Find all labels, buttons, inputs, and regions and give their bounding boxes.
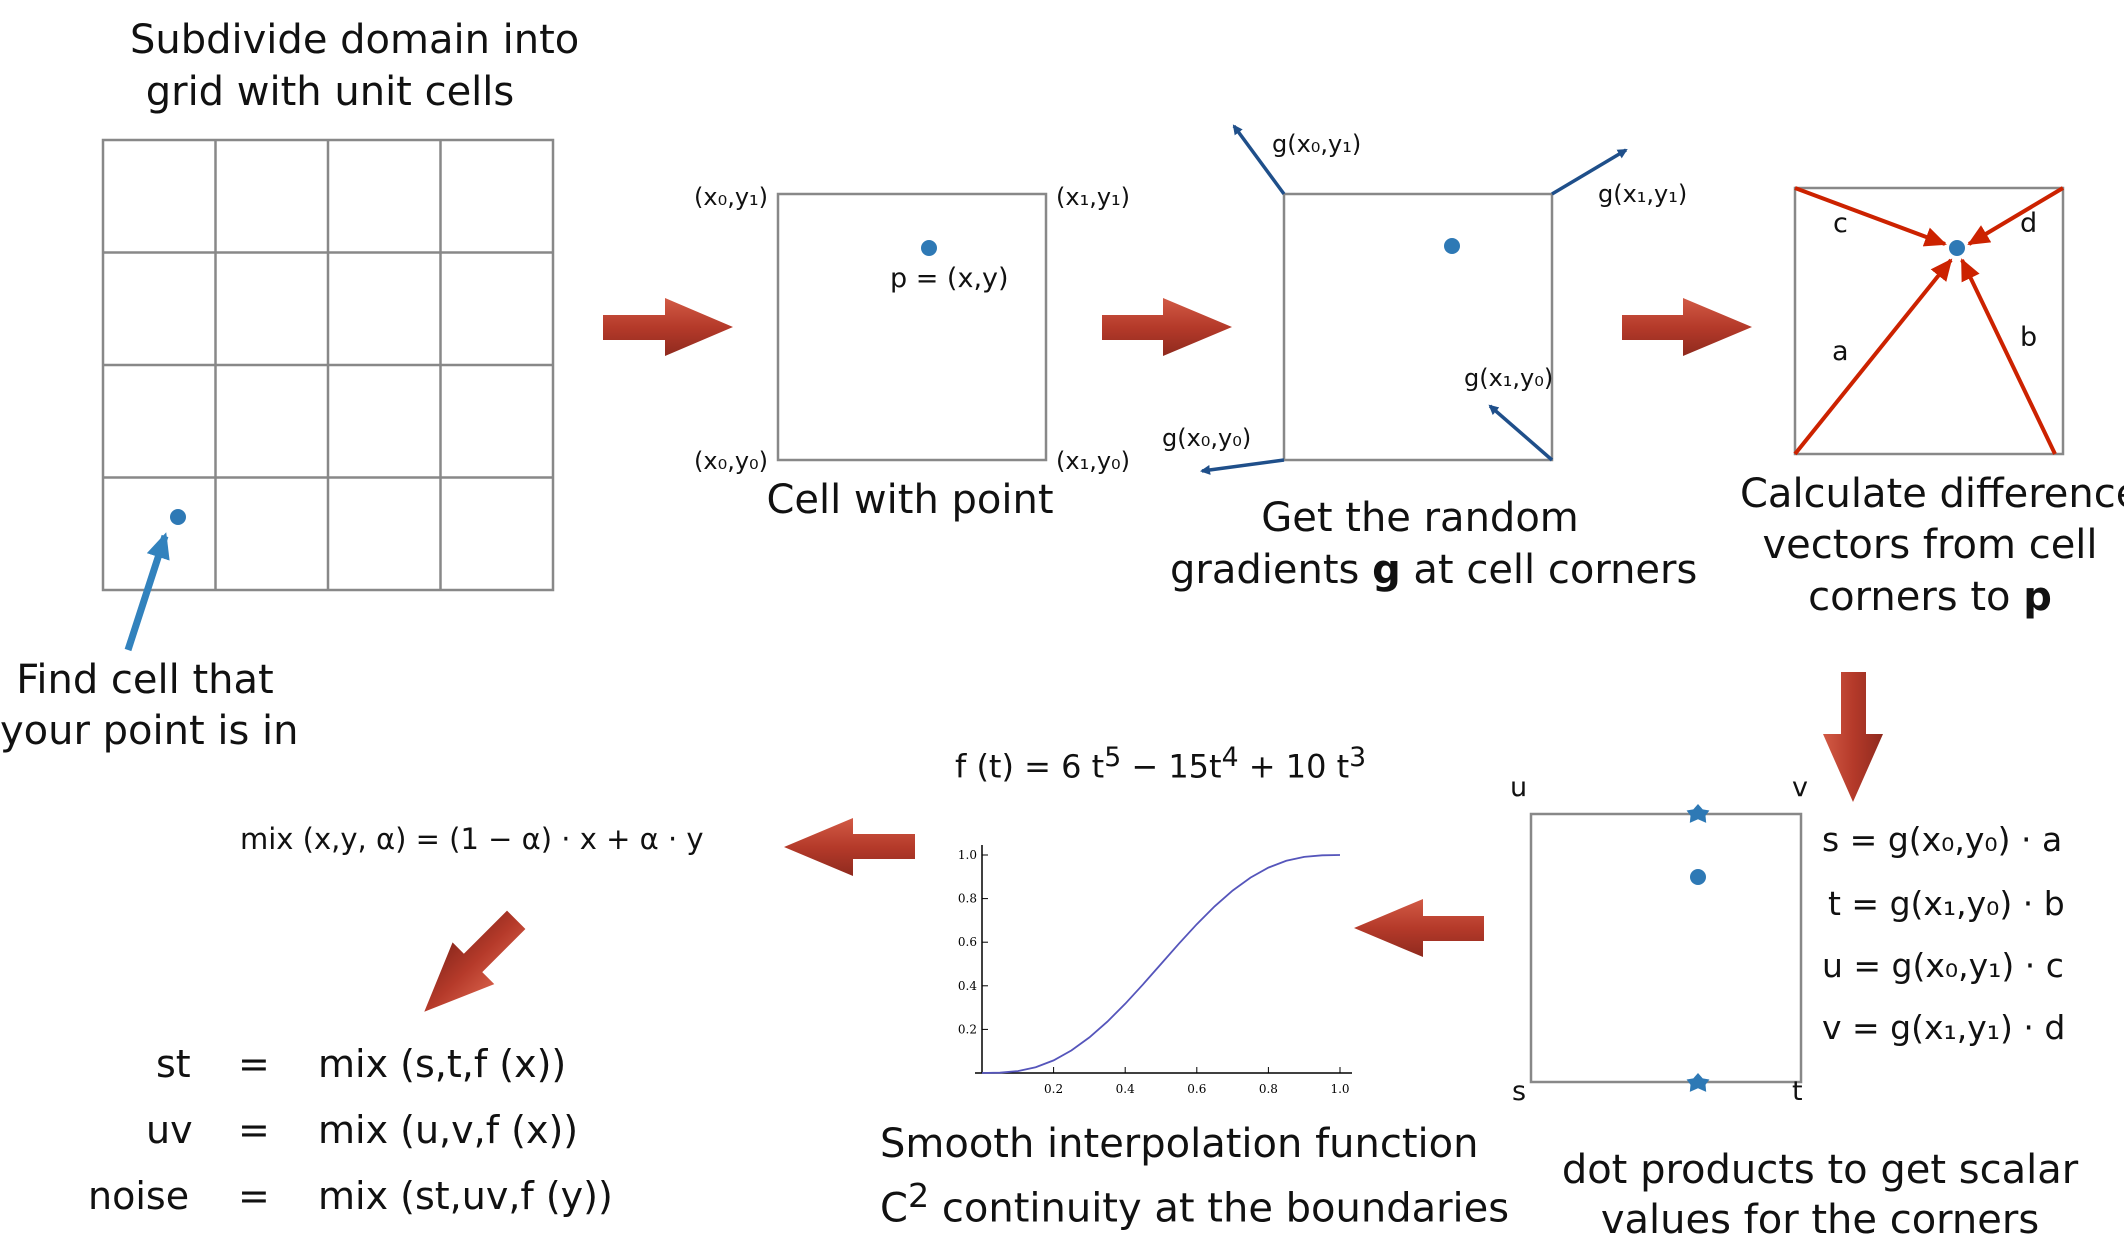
dot-product-caption-line2: values for the corners — [1600, 1197, 2040, 1243]
grid-title-line2: grid with unit cells — [145, 69, 515, 115]
flow-arrow-3 — [1622, 298, 1752, 356]
vector-label-c: c — [1833, 208, 1848, 239]
mix-row-uv-rhs: mix (u,v,f (x)) — [318, 1108, 579, 1152]
mix-row-noise-lhs: noise — [88, 1174, 190, 1218]
interpolated-star-top — [1686, 804, 1710, 823]
gradient-arrow-x0y1 — [1232, 124, 1286, 196]
chart-y-tick-label: 0.4 — [958, 979, 977, 993]
flow-arrow-6 — [784, 818, 915, 876]
cell-point — [921, 240, 937, 256]
dot-product-eq-v: v = g(x₁,y₁) · d — [1822, 1008, 2066, 1047]
cell-box — [776, 192, 1048, 462]
dot-product-cell-box — [1529, 812, 1803, 1084]
find-cell-note-line2: your point is in — [0, 708, 299, 754]
find-cell-note-line1: Find cell that — [16, 657, 274, 703]
difference-caption-line1: Calculate difference — [1740, 471, 2124, 517]
chart-x-tick-label: 0.6 — [1187, 1082, 1206, 1096]
flow-arrow-7 — [424, 910, 526, 1012]
flow-arrow-2 — [1102, 298, 1232, 356]
dot-product-caption-line1: dot products to get scalar — [1561, 1147, 2079, 1193]
gradient-arrow-x1y1 — [1551, 148, 1628, 196]
difference-vector-b — [1960, 258, 2057, 455]
grid-point — [170, 509, 186, 525]
dot-product-eq-s: s = g(x₀,y₀) · a — [1822, 820, 2063, 859]
mix-row-noise-rhs: mix (st,uv,f (y)) — [318, 1174, 613, 1218]
corner-label-x1y1: (x₁,y₁) — [1056, 183, 1131, 211]
chart-y-tick-label: 0.2 — [958, 1022, 977, 1036]
chart-x-tick-label: 0.4 — [1116, 1082, 1135, 1096]
corner-label-x0y1: (x₀,y₁) — [694, 183, 769, 211]
chart-series-line — [981, 854, 1341, 1074]
gradient-arrow-x0y0 — [1200, 458, 1285, 475]
dot-product-eq-t: t = g(x₁,y₀) · b — [1828, 884, 2065, 923]
gradient-label-x0y1: g(x₀,y₁) — [1272, 130, 1362, 158]
chart-x-tick-label: 0.8 — [1259, 1082, 1278, 1096]
difference-caption-line3: corners to p — [1808, 574, 2052, 620]
mix-row-uv-lhs: uv — [146, 1108, 193, 1152]
corner-label-v: v — [1792, 772, 1808, 803]
difference-cell-box — [1793, 186, 2065, 456]
flow-arrow-5 — [1354, 899, 1484, 957]
gradients-caption-line1: Get the random — [1261, 495, 1579, 541]
difference-caption-p: p — [2023, 574, 2052, 620]
cell-with-point-caption: Cell with point — [766, 477, 1054, 523]
gradient-cell-point — [1444, 238, 1460, 254]
chart-x-tick-label: 1.0 — [1330, 1082, 1349, 1096]
chart-y-tick-label: 0.6 — [958, 935, 977, 949]
mix-row-uv-eq: = — [238, 1108, 270, 1152]
gradient-cell-box — [1282, 192, 1554, 462]
dot-product-eq-u: u = g(x₀,y₁) · c — [1822, 946, 2064, 985]
gradients-caption-g: g — [1372, 547, 1401, 593]
flow-arrow-4 — [1823, 672, 1883, 802]
difference-point — [1949, 240, 1965, 256]
mix-row-st-rhs: mix (s,t,f (x)) — [318, 1042, 567, 1086]
interpolation-caption-line1: Smooth interpolation function — [880, 1121, 1479, 1167]
corner-label-s: s — [1512, 1076, 1527, 1107]
gradients-caption-line2: gradients g at cell corners — [1170, 547, 1698, 593]
grid-title-line1: Subdivide domain into — [130, 17, 580, 63]
mix-row-noise-eq: = — [238, 1174, 270, 1218]
flow-arrow-1 — [603, 298, 733, 356]
corner-label-u: u — [1510, 772, 1528, 803]
vector-label-a: a — [1832, 336, 1849, 367]
interpolated-star-bottom — [1686, 1073, 1710, 1092]
corner-label-x1y0: (x₁,y₀) — [1056, 447, 1131, 475]
unit-grid — [101, 138, 555, 592]
corner-label-x0y0: (x₀,y₀) — [694, 447, 769, 475]
point-label: p = (x,y) — [890, 263, 1009, 294]
difference-vector-a — [1793, 258, 1953, 456]
difference-caption-line2: vectors from cell — [1762, 522, 2098, 568]
mix-row-st-lhs: st — [156, 1042, 191, 1086]
difference-vector-c — [1794, 186, 1947, 247]
smoothstep-formula: f (t) = 6 t5 − 15t4 + 10 t3 — [955, 742, 1367, 786]
mix-row-st-eq: = — [238, 1042, 270, 1086]
corner-label-t: t — [1792, 1076, 1803, 1107]
chart-y-tick-label: 1.0 — [958, 848, 977, 862]
gradient-label-x0y0: g(x₀,y₀) — [1162, 424, 1252, 452]
gradient-arrow-x1y0 — [1488, 404, 1554, 462]
gradient-label-x1y1: g(x₁,y₁) — [1598, 180, 1688, 208]
vector-label-d: d — [2020, 208, 2038, 239]
vector-label-b: b — [2020, 322, 2038, 353]
chart-x-tick-label: 0.2 — [1044, 1082, 1063, 1096]
mix-formula: mix (x,y, α) = (1 − α) · x + α · y — [240, 822, 704, 856]
interpolation-caption-line2: C2 continuity at the boundaries — [880, 1176, 1510, 1232]
dot-product-point — [1690, 869, 1706, 885]
smoothstep-chart: 0.2 0.4 0.6 0.8 1.0 0.2 0.4 0.6 0.8 1.0 — [958, 845, 1352, 1096]
chart-y-tick-label: 0.8 — [958, 892, 977, 906]
find-cell-arrow — [124, 532, 170, 652]
difference-vector-d — [1967, 186, 2065, 246]
gradient-label-x1y0: g(x₁,y₀) — [1464, 364, 1554, 392]
